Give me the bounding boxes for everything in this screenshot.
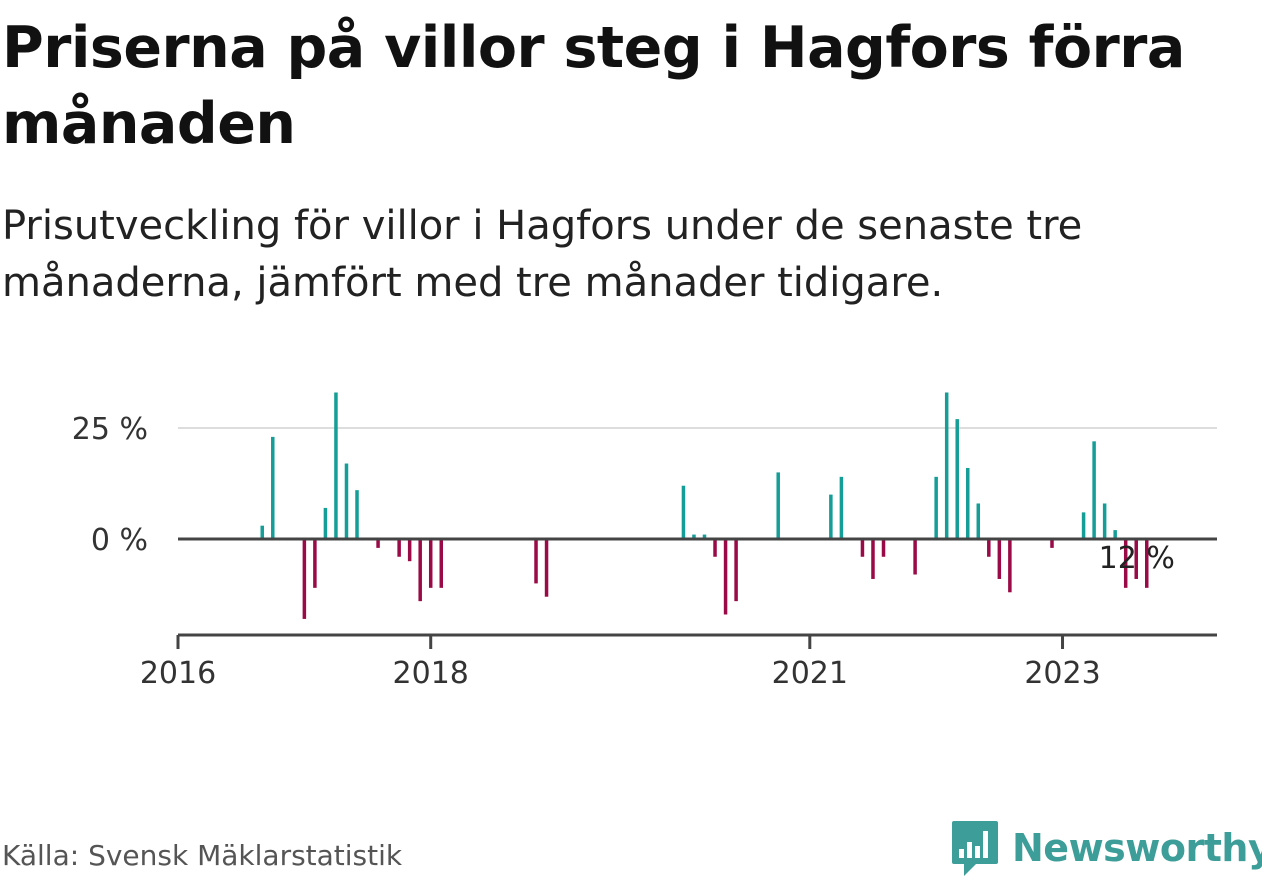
bar-2017-03 xyxy=(323,507,328,539)
bar-2022-07 xyxy=(997,539,1002,579)
bar-2023-04 xyxy=(1092,441,1096,539)
y-tick-label-1: 0 % xyxy=(91,523,148,558)
bar-2022-06 xyxy=(987,539,991,557)
bar-2017-08 xyxy=(376,539,380,548)
bar-2022-01 xyxy=(934,476,938,539)
bar-2023-08 xyxy=(1134,539,1138,579)
bar-2017-11 xyxy=(407,539,412,562)
bar-2022-02 xyxy=(944,392,949,539)
bar-chart: 25 % 0 % 12 % 2016 2018 2021 2023 xyxy=(72,392,1217,691)
x-tick-label-2023: 2023 xyxy=(1024,656,1100,691)
bar-2017-05 xyxy=(344,463,349,539)
y-tick-label-0: 25 % xyxy=(72,412,148,447)
bar-2023-03 xyxy=(1081,512,1086,539)
page-subtitle: Prisutveckling för villor i Hagfors unde… xyxy=(2,203,1083,306)
bar-2020-01 xyxy=(681,485,686,539)
bar-2017-10 xyxy=(397,539,401,557)
bar-2020-04 xyxy=(713,539,717,557)
bar-2021-03 xyxy=(829,494,833,539)
bar-2020-10 xyxy=(776,472,780,539)
bar-2018-02 xyxy=(439,539,443,588)
bar-2021-06 xyxy=(860,539,865,557)
bar-2021-11 xyxy=(913,539,917,575)
bar-2017-12 xyxy=(418,539,422,602)
bar-2020-06 xyxy=(734,539,738,602)
x-tick-label-2021: 2021 xyxy=(772,656,848,691)
page-title: Priserna på villor steg i Hagfors förra … xyxy=(2,15,1185,157)
bar-2022-05 xyxy=(976,503,981,539)
bar-2017-04 xyxy=(334,392,338,539)
bar-2017-01 xyxy=(302,539,307,619)
x-tick-label-2016: 2016 xyxy=(140,656,216,691)
bar-2023-07 xyxy=(1123,539,1128,588)
bar-2022-03 xyxy=(955,419,959,539)
bar-2021-07 xyxy=(871,539,875,579)
bar-2021-04 xyxy=(839,476,844,539)
bar-2021-08 xyxy=(881,539,886,557)
bar-2020-02 xyxy=(692,534,696,539)
source-note: Källa: Svensk Mäklarstatistik xyxy=(2,839,403,872)
bar-2020-03 xyxy=(702,534,707,539)
newsworthy-logo: Newsworthy xyxy=(950,818,1262,878)
logo-text: Newsworthy xyxy=(1012,826,1262,870)
x-tick-label-2018: 2018 xyxy=(393,656,469,691)
bar-2022-04 xyxy=(966,467,970,539)
bar-2023-06 xyxy=(1113,530,1117,539)
bar-2023-09 xyxy=(1145,539,1149,588)
bar-2018-11 xyxy=(534,539,538,584)
bar-2016-10 xyxy=(271,436,275,539)
bar-2017-06 xyxy=(355,490,359,539)
bar-2018-01 xyxy=(428,539,433,588)
bar-2023-05 xyxy=(1102,503,1107,539)
bar-2022-08 xyxy=(1008,539,1012,593)
bar-chart-speech-bubble-icon xyxy=(952,821,998,876)
bar-2018-12 xyxy=(544,539,549,597)
bar-2022-12 xyxy=(1050,539,1054,548)
bar-2017-02 xyxy=(313,539,317,588)
bar-2016-09 xyxy=(260,525,264,539)
last-value-label: 12 % xyxy=(1099,541,1175,576)
bar-2020-05 xyxy=(723,539,728,615)
